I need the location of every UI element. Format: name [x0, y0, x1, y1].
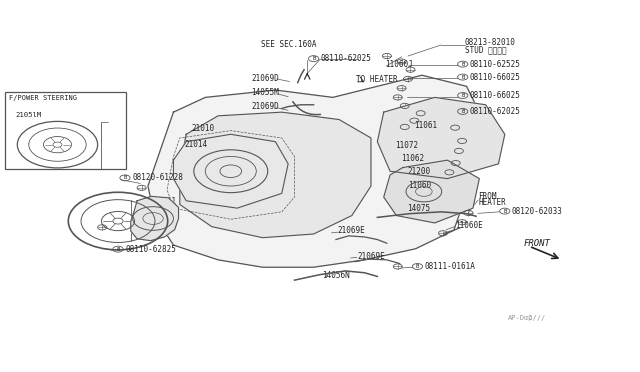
Text: B: B — [312, 56, 316, 61]
Text: 21069E: 21069E — [338, 226, 365, 235]
Text: 21010: 21010 — [191, 124, 214, 132]
Text: 08110-62025: 08110-62025 — [470, 107, 520, 116]
Text: 11062: 11062 — [401, 154, 425, 163]
Text: 11060: 11060 — [408, 181, 431, 190]
Polygon shape — [378, 97, 505, 179]
Text: 08120-62033: 08120-62033 — [512, 206, 563, 216]
Bar — [4, 92, 125, 169]
Polygon shape — [384, 160, 479, 223]
FancyArrowPatch shape — [292, 102, 321, 115]
Text: 11060E: 11060E — [455, 221, 483, 230]
Text: TO HEATER: TO HEATER — [356, 75, 398, 84]
Text: AP-Dαβ///: AP-Dαβ/// — [508, 315, 546, 321]
Polygon shape — [180, 112, 371, 238]
Text: 11061: 11061 — [414, 121, 437, 130]
Text: B: B — [461, 62, 465, 67]
Text: 21069D: 21069D — [251, 74, 279, 83]
Text: B: B — [124, 175, 127, 180]
Text: 08213-82010: 08213-82010 — [465, 38, 516, 47]
Text: 21051: 21051 — [153, 198, 176, 206]
Text: B: B — [461, 74, 465, 80]
Text: 08110-62025: 08110-62025 — [321, 54, 371, 63]
Polygon shape — [131, 196, 179, 241]
Text: 11060J: 11060J — [385, 60, 413, 70]
Text: 08120-61228: 08120-61228 — [132, 173, 183, 182]
Text: 08111-0161A: 08111-0161A — [424, 262, 476, 271]
Text: B: B — [116, 247, 120, 251]
Text: FRONT: FRONT — [524, 239, 551, 248]
Text: 08110-66025: 08110-66025 — [470, 73, 520, 81]
Text: 08110-62825: 08110-62825 — [125, 245, 176, 254]
Text: HEATER: HEATER — [478, 198, 506, 207]
Text: 2105lM: 2105lM — [15, 112, 42, 118]
Text: 11072: 11072 — [395, 141, 419, 150]
Text: SEE SEC.160A: SEE SEC.160A — [260, 40, 316, 49]
Text: B: B — [461, 109, 465, 114]
Text: 14075: 14075 — [406, 204, 430, 214]
Text: 08110-62525: 08110-62525 — [470, 60, 520, 69]
Text: 21069E: 21069E — [357, 251, 385, 261]
Text: F/POWER STEERING: F/POWER STEERING — [9, 95, 77, 101]
Polygon shape — [148, 75, 479, 267]
Text: FROM: FROM — [478, 192, 497, 201]
Polygon shape — [173, 134, 288, 208]
Text: 14055M: 14055M — [251, 89, 279, 97]
Text: STUD スタッド: STUD スタッド — [465, 45, 506, 54]
Text: B: B — [416, 264, 419, 269]
Text: B: B — [503, 209, 506, 214]
Text: 21200: 21200 — [408, 167, 431, 176]
Text: 08110-66025: 08110-66025 — [470, 91, 520, 100]
Text: 21069D: 21069D — [251, 103, 279, 112]
Text: 21014: 21014 — [185, 140, 208, 149]
Text: 14056N: 14056N — [322, 271, 349, 280]
Text: B: B — [461, 93, 465, 98]
